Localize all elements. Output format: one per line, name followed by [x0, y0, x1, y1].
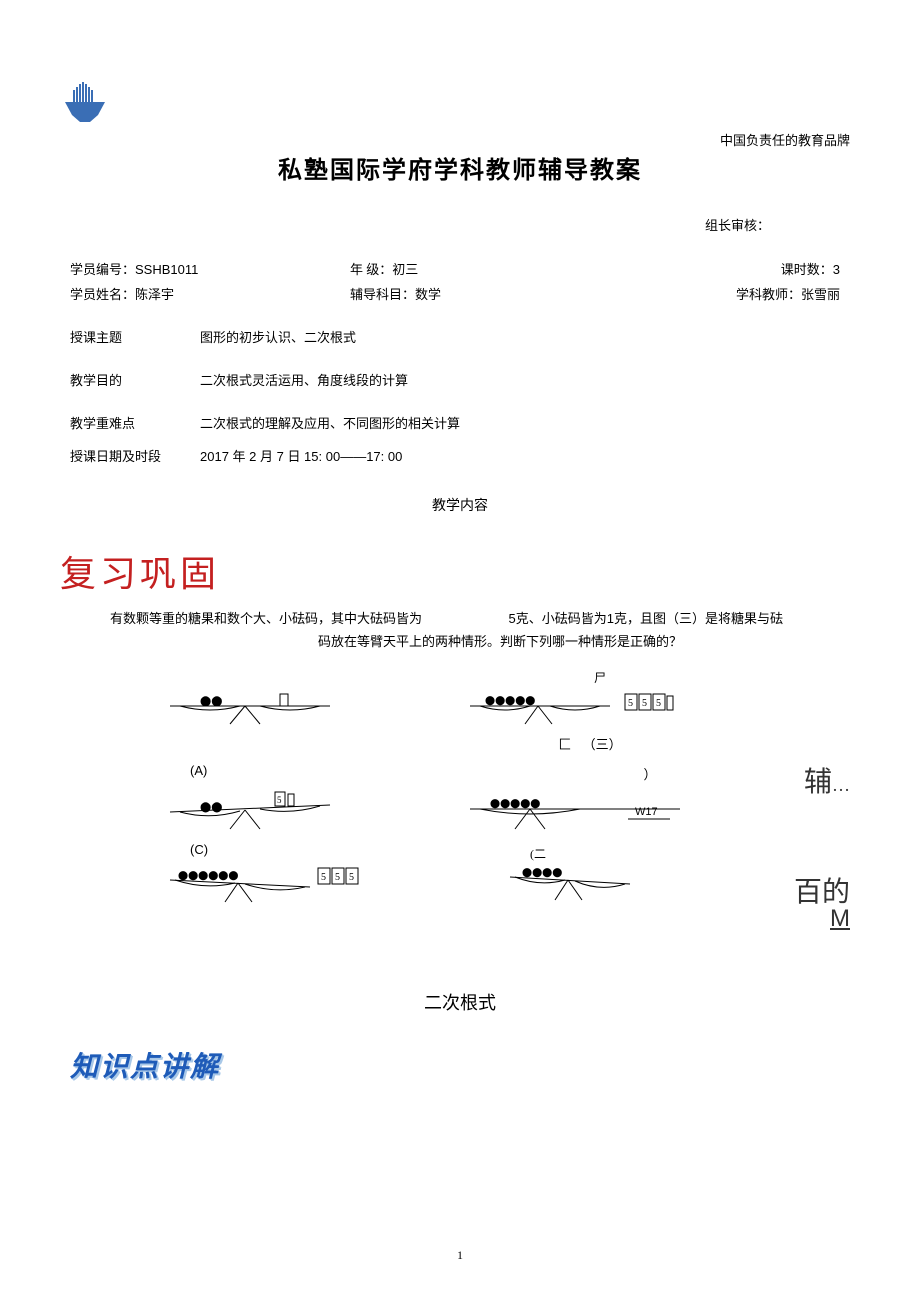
svg-text:⬤⬤: ⬤⬤	[200, 696, 222, 707]
review-signature-line: 组长审核：	[60, 215, 860, 234]
balance-icon: ⬤⬤⬤⬤	[500, 862, 680, 907]
balance-icon: ⬤⬤	[160, 686, 340, 726]
svg-text:5: 5	[642, 698, 647, 709]
subject-cell: 辅导科目：数学	[350, 284, 630, 303]
teacher-label: 学科教师：	[736, 287, 801, 302]
hours-cell: 课时数：3	[630, 259, 860, 278]
hours-value: 3	[833, 262, 840, 277]
question-line-2: 码放在等臂天平上的两种情形。判断下列哪一种情形是正确的？	[60, 630, 860, 653]
balance-icon: ⬤⬤⬤⬤⬤ W17	[460, 787, 700, 832]
topic-label: 授课主题	[70, 327, 200, 346]
student-name-label: 学员姓名：	[70, 287, 135, 302]
subject-value: 数学	[415, 287, 441, 302]
balance-diagrams: 尸 ⬤⬤ ⬤⬤⬤⬤⬤ 5 5 5 匚 （三）	[60, 669, 860, 949]
teacher-cell: 学科教师：张雪丽	[630, 284, 860, 303]
hours-label: 课时数：	[781, 262, 833, 277]
meta-datetime-row: 授课日期及时段 2017 年 2 月 7 日 15: 00——17: 00	[60, 446, 860, 465]
info-row-1: 学员编号：SSHB1011 年 级：初三 课时数：3	[60, 259, 860, 278]
page-number: 1	[457, 1248, 463, 1263]
svg-text:5: 5	[656, 698, 661, 709]
subsection-title: 二次根式	[60, 989, 860, 1015]
difficulty-value: 二次根式的理解及应用、不同图形的相关计算	[200, 413, 860, 432]
svg-text:5: 5	[335, 872, 340, 883]
grade-value: 初三	[392, 262, 418, 277]
goal-value: 二次根式灵活运用、角度线段的计算	[200, 370, 860, 389]
section-review-heading: 复习巩固	[60, 545, 860, 597]
svg-text:W17: W17	[635, 806, 658, 818]
goal-label: 教学目的	[70, 370, 200, 389]
question-text-1a: 有数颗等重的糖果和数个大、小砝码，其中大砝码皆为	[110, 611, 422, 626]
side-text-baide: 百的	[794, 870, 850, 910]
student-id-cell: 学员编号：SSHB1011	[70, 259, 350, 278]
svg-text:⬤⬤⬤⬤⬤: ⬤⬤⬤⬤⬤	[490, 799, 540, 809]
datetime-value: 2017 年 2 月 7 日 15: 00——17: 00	[200, 446, 860, 465]
meta-goal-row: 教学目的 二次根式灵活运用、角度线段的计算	[60, 370, 860, 389]
knowledge-section-heading: 知识点讲解	[70, 1045, 860, 1085]
logo-icon	[60, 80, 110, 125]
svg-text:5: 5	[277, 795, 282, 805]
square-char: 匚	[558, 737, 571, 752]
svg-text:⬤⬤⬤⬤⬤⬤: ⬤⬤⬤⬤⬤⬤	[178, 871, 238, 881]
student-name-value: 陈泽宇	[135, 287, 174, 302]
info-row-2: 学员姓名：陈泽宇 辅导科目：数学 学科教师：张雪丽	[60, 284, 860, 303]
teacher-value: 张雪丽	[801, 287, 840, 302]
svg-text:⬤⬤⬤⬤: ⬤⬤⬤⬤	[522, 868, 562, 878]
option-paren-c: (二	[160, 845, 860, 862]
svg-text:⬤⬤⬤⬤⬤: ⬤⬤⬤⬤⬤	[485, 696, 535, 706]
grade-cell: 年 级：初三	[350, 259, 630, 278]
balance-row-c: ⬤⬤⬤⬤⬤⬤ 5 5 5 ⬤⬤⬤⬤	[160, 862, 860, 907]
brand-tagline: 中国负责任的教育品牌	[720, 130, 850, 149]
grade-label: 年 级：	[350, 262, 392, 277]
difficulty-label: 教学重难点	[70, 413, 200, 432]
svg-text:5: 5	[321, 872, 326, 883]
content-header: 教学内容	[60, 495, 860, 515]
student-id-value: SSHB1011	[135, 262, 198, 277]
balance-row-a: ⬤⬤ 5 ⬤⬤⬤⬤⬤ W17	[160, 787, 860, 832]
subject-label: 辅导科目：	[350, 287, 415, 302]
diagram-marker-top: 尸	[160, 669, 860, 686]
question-text-1b: 5克、小砝码皆为1克，且图（三）是将糖果与砝	[509, 611, 783, 626]
student-name-cell: 学员姓名：陈泽宇	[70, 284, 350, 303]
balance-icon: ⬤⬤⬤⬤⬤⬤ 5 5 5	[160, 862, 380, 907]
close-paren: ）	[160, 764, 860, 783]
datetime-label: 授课日期及时段	[70, 446, 200, 465]
side-text-fu: 辅…	[804, 760, 850, 800]
svg-text:5: 5	[628, 698, 633, 709]
question-line-1: 有数颗等重的糖果和数个大、小砝码，其中大砝码皆为 5克、小砝码皆为1克，且图（三…	[60, 607, 860, 630]
svg-text:⬤⬤: ⬤⬤	[200, 802, 222, 813]
topic-value: 图形的初步认识、二次根式	[200, 327, 860, 346]
balance-icon: ⬤⬤ 5	[160, 787, 340, 832]
svg-text:5: 5	[349, 872, 354, 883]
side-text-m: M	[830, 905, 850, 933]
paren-three: （三）	[583, 737, 622, 752]
meta-topic-row: 授课主题 图形的初步认识、二次根式	[60, 327, 860, 346]
diagram-caption: 匚 （三）	[160, 734, 860, 753]
document-title: 私塾国际学府学科教师辅导教案	[60, 150, 860, 185]
logo-area	[60, 80, 110, 130]
meta-difficulty-row: 教学重难点 二次根式的理解及应用、不同图形的相关计算	[60, 413, 860, 432]
student-id-label: 学员编号：	[70, 262, 135, 277]
balance-icon: ⬤⬤⬤⬤⬤ 5 5 5	[460, 686, 680, 726]
balance-row-top: ⬤⬤ ⬤⬤⬤⬤⬤ 5 5 5	[160, 686, 860, 726]
